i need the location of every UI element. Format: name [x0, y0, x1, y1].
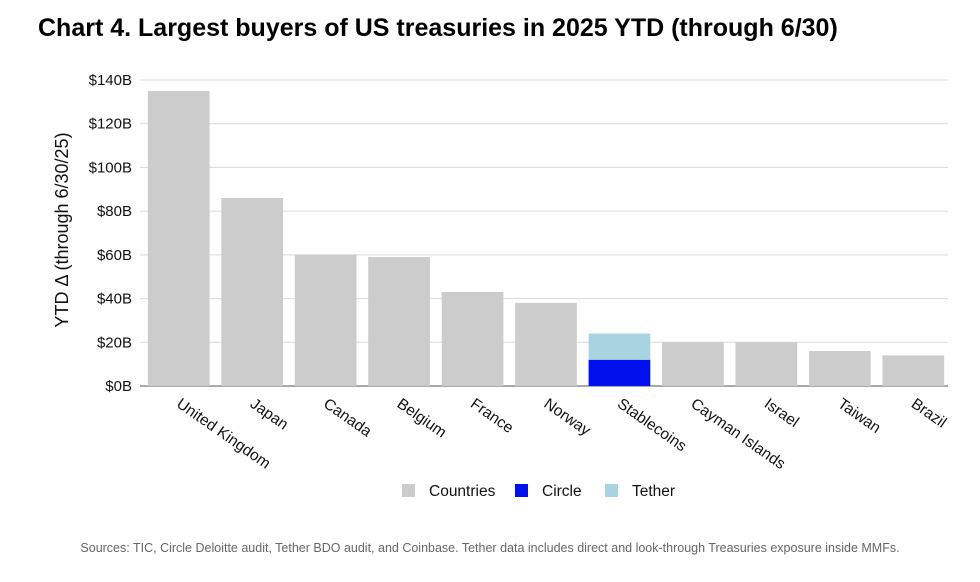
bar-countries-france	[441, 292, 504, 386]
bar-countries-belgium	[368, 257, 430, 386]
y-tick-label: $80B	[97, 203, 132, 220]
legend-swatch-tether	[605, 484, 618, 497]
bars	[147, 90, 945, 386]
bar-chart: $0B$20B$40B$60B$80B$100B$120B$140B Unite…	[52, 72, 949, 500]
bar-countries-japan	[221, 198, 284, 386]
sources-note: Sources: TIC, Circle Deloitte audit, Tet…	[80, 541, 900, 555]
bar-countries-cayman-islands	[662, 342, 724, 386]
legend: Countries Circle Tether	[402, 483, 675, 500]
x-tick-label: Belgium	[394, 395, 450, 441]
bar-countries-norway	[515, 302, 577, 386]
bar-circle-stablecoins	[588, 359, 651, 386]
bar-countries-united-kingdom	[147, 90, 210, 386]
y-tick-label: $20B	[97, 334, 132, 351]
legend-label-tether: Tether	[632, 483, 675, 500]
bar-tether-stablecoins	[588, 333, 651, 360]
y-axis-ticks: $0B $20B $40B $60B $80B $100B $120B $140B	[89, 72, 132, 395]
bar-countries-canada	[294, 254, 357, 386]
x-tick-label: Norway	[541, 395, 594, 439]
y-tick-label: $120B	[89, 116, 132, 133]
legend-swatch-countries	[402, 484, 415, 497]
x-tick-label: Stablecoins	[614, 395, 690, 455]
y-tick-label: $100B	[89, 159, 132, 176]
bar-countries-israel	[735, 342, 798, 386]
x-tick-label: Japan	[247, 395, 291, 433]
chart-title: Chart 4. Largest buyers of US treasuries…	[38, 14, 838, 42]
x-tick-label: Canada	[320, 395, 375, 440]
x-tick-label: Brazil	[908, 395, 950, 431]
legend-swatch-circle	[515, 484, 528, 497]
y-tick-label: $60B	[97, 247, 132, 264]
y-tick-label: $0B	[105, 378, 132, 395]
y-tick-label: $140B	[89, 72, 132, 89]
bar-countries-taiwan	[808, 351, 871, 386]
x-tick-label: Taiwan	[834, 395, 883, 437]
y-tick-label: $40B	[97, 291, 132, 308]
x-tick-label: Israel	[761, 395, 802, 431]
legend-label-countries: Countries	[429, 483, 496, 500]
x-tick-label: France	[467, 395, 516, 437]
y-axis-label: YTD Δ (through 6/30/25)	[52, 132, 72, 327]
bar-countries-brazil	[882, 355, 945, 386]
legend-label-circle: Circle	[542, 483, 582, 500]
